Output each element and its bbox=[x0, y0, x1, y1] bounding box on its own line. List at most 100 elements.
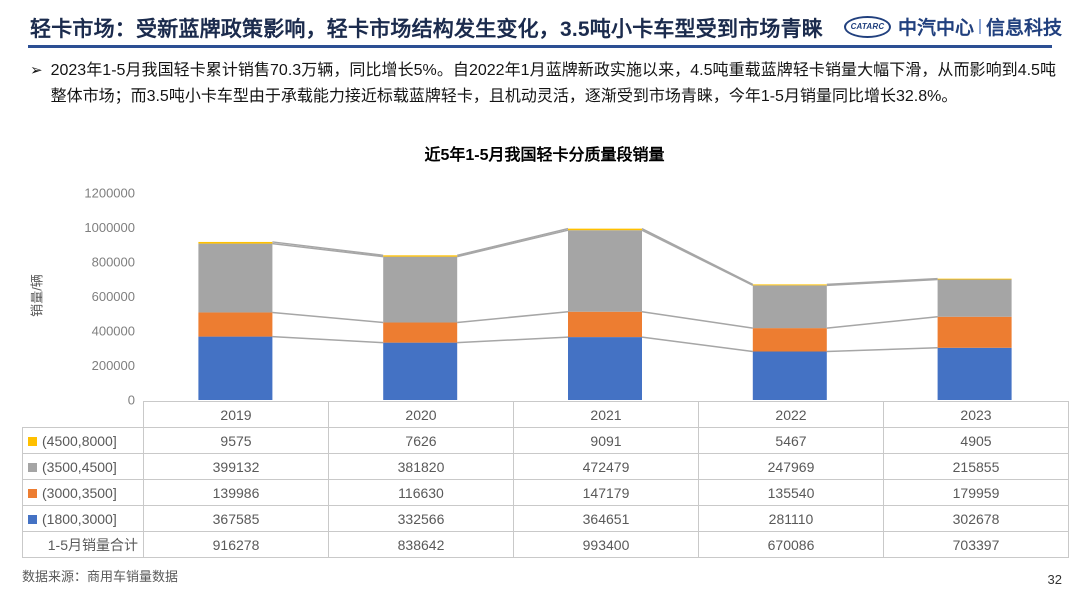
logo-separator bbox=[978, 19, 981, 34]
page-title: 轻卡市场：受新蓝牌政策影响，轻卡市场结构发生变化，3.5吨小卡车型受到市场青睐 bbox=[30, 18, 823, 41]
table-cell: 364651 bbox=[513, 505, 699, 532]
series-connector-line bbox=[457, 229, 569, 258]
catarc-logo: CATARC 中汽中心 信息科技 bbox=[843, 13, 1062, 40]
table-col-header: 2023 bbox=[883, 401, 1069, 428]
summary-text: 2023年1-5月我国轻卡累计销售70.3万辆，同比增长5%。自2022年1月蓝… bbox=[50, 62, 1056, 105]
legend-swatch-icon bbox=[28, 437, 37, 446]
logo-text: 中汽中心 信息科技 bbox=[898, 13, 1062, 40]
bar-segment-(3500,4500] bbox=[568, 230, 642, 312]
bar-segment-(4500,8000] bbox=[937, 278, 1012, 280]
table-cell: 9091 bbox=[513, 427, 699, 454]
legend-swatch-icon bbox=[28, 489, 37, 498]
table-cell: 5467 bbox=[698, 427, 884, 454]
table-row-header: (3000,3500] bbox=[22, 479, 144, 506]
table-col-header: 2019 bbox=[143, 401, 329, 428]
bar-segment-(1800,3000] bbox=[752, 351, 827, 400]
chart-data-table: 2019 2020 2021 2022 2023 (4500,8000] 9575 7626 9… bbox=[22, 401, 1069, 558]
table-cell: 472479 bbox=[513, 453, 699, 480]
table-row: (4500,8000] 9575 7626 9091 5467 4905 bbox=[22, 427, 1069, 454]
series-connector-line bbox=[272, 335, 384, 344]
table-row-header: (3500,4500] bbox=[22, 453, 144, 480]
bar-segment-(3500,4500] bbox=[752, 285, 827, 329]
series-connector-line bbox=[641, 310, 753, 329]
chart-title: 近5年1-5月我国轻卡分质量段销量 bbox=[424, 147, 665, 164]
stacked-bar-chart: 0 200000 400000 600000 800000 1000000 1200000 bbox=[84, 186, 1012, 406]
series-connector-line bbox=[826, 278, 938, 287]
title-divider bbox=[28, 45, 1052, 48]
series-connector-line bbox=[457, 227, 569, 257]
table-total-cell: 916278 bbox=[143, 531, 329, 558]
bar-segment-(3000,3500] bbox=[937, 316, 1012, 348]
page-number: 32 bbox=[1047, 572, 1062, 587]
table-cell: 7626 bbox=[328, 427, 514, 454]
y-axis-tick-label: 0 bbox=[128, 393, 135, 406]
y-axis-tick-label: 1000000 bbox=[84, 220, 135, 235]
bar-segment-(1800,3000] bbox=[198, 336, 273, 400]
catarc-logo-icon: CATARC bbox=[843, 15, 891, 38]
bar-segment-(4500,8000] bbox=[383, 255, 458, 257]
bullet-arrow-icon: ➢ bbox=[30, 62, 43, 79]
y-axis-tick-label: 200000 bbox=[92, 358, 135, 373]
y-axis-tick-label: 400000 bbox=[92, 324, 135, 339]
table-total-cell: 993400 bbox=[513, 531, 699, 558]
table-row-header: (4500,8000] bbox=[22, 427, 144, 454]
bar-segment-(3500,4500] bbox=[937, 279, 1012, 317]
table-cell: 116630 bbox=[328, 479, 514, 506]
table-cell: 247969 bbox=[698, 453, 884, 480]
table-col-header: 2022 bbox=[698, 401, 884, 428]
bar-segment-(3500,4500] bbox=[383, 256, 458, 323]
y-axis-tick-label: 800000 bbox=[92, 255, 135, 270]
table-row: (3000,3500] 139986 116630 147179 135540 17995… bbox=[22, 479, 1069, 506]
series-connector-line bbox=[826, 315, 938, 329]
bar-segment-(1800,3000] bbox=[383, 342, 458, 400]
series-connector-line bbox=[826, 347, 938, 353]
bar-segment-(3000,3500] bbox=[568, 311, 642, 338]
bar-segment-(4500,8000] bbox=[752, 284, 827, 286]
table-cell: 135540 bbox=[698, 479, 884, 506]
y-axis-tick-label: 600000 bbox=[92, 289, 135, 304]
bar-segment-(4500,8000] bbox=[568, 228, 642, 231]
table-row: (3500,4500] 399132 381820 472479 247969 21585… bbox=[22, 453, 1069, 480]
table-row: (1800,3000] 367585 332566 364651 281110 30267… bbox=[22, 505, 1069, 532]
table-col-header: 2021 bbox=[513, 401, 699, 428]
bar-segment-(3000,3500] bbox=[198, 312, 273, 337]
series-connector-line bbox=[641, 229, 754, 287]
legend-swatch-icon bbox=[28, 515, 37, 524]
table-cell: 381820 bbox=[328, 453, 514, 480]
table-row: 1-5月销量合计 916278 838642 993400 670086 703397 bbox=[22, 531, 1069, 558]
data-source-note: 数据来源：商用车销量数据 bbox=[22, 569, 179, 584]
table-cell: 179959 bbox=[883, 479, 1069, 506]
table-cell: 281110 bbox=[698, 505, 884, 532]
table-row: 2019 2020 2021 2022 2023 bbox=[23, 401, 1069, 428]
table-cell: 399132 bbox=[143, 453, 329, 480]
series-connector-line bbox=[457, 336, 569, 344]
bar-segment-(3000,3500] bbox=[383, 322, 458, 343]
series-connector-line bbox=[272, 242, 384, 258]
table-total-cell: 703397 bbox=[883, 531, 1069, 558]
logo-text-secondary: 信息科技 bbox=[985, 18, 1062, 39]
table-cell: 9575 bbox=[143, 427, 329, 454]
logo-text-primary: 中汽中心 bbox=[897, 18, 974, 39]
table-col-header: 2020 bbox=[328, 401, 514, 428]
table-cell: 4905 bbox=[883, 427, 1069, 454]
table-corner-cell bbox=[23, 402, 144, 428]
bar-segment-(3000,3500] bbox=[752, 328, 827, 352]
table-cell: 139986 bbox=[143, 479, 329, 506]
table-cell: 332566 bbox=[328, 505, 514, 532]
table-total-cell: 838642 bbox=[328, 531, 514, 558]
table-row-header: (1800,3000] bbox=[22, 505, 144, 532]
bar-segment-(1800,3000] bbox=[937, 347, 1012, 400]
table-total-label: 1-5月销量合计 bbox=[22, 531, 144, 558]
table-cell: 147179 bbox=[513, 479, 699, 506]
series-connector-line bbox=[272, 241, 384, 257]
bar-segment-(4500,8000] bbox=[198, 241, 273, 244]
table-cell: 215855 bbox=[883, 453, 1069, 480]
series-connector-line bbox=[457, 310, 569, 324]
table-total-cell: 670086 bbox=[698, 531, 884, 558]
legend-swatch-icon bbox=[28, 463, 37, 472]
bar-segment-(1800,3000] bbox=[568, 337, 642, 400]
series-connector-line bbox=[641, 227, 754, 286]
series-connector-line bbox=[641, 336, 753, 353]
y-axis-tick-label: 1200000 bbox=[84, 186, 135, 201]
